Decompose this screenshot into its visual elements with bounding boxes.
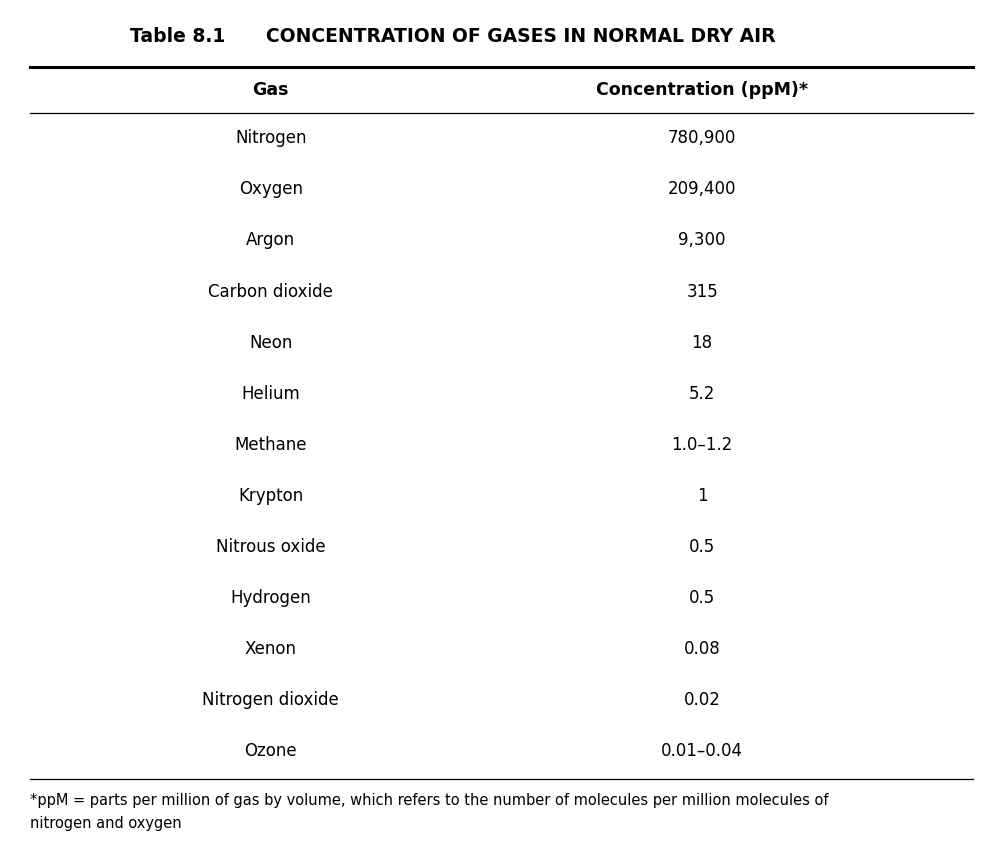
Text: Table 8.1: Table 8.1 [130,27,225,46]
Text: 1: 1 [696,486,706,505]
Text: 0.02: 0.02 [683,691,719,709]
Text: 9,300: 9,300 [677,232,725,250]
Text: Gas: Gas [253,82,289,99]
Text: Helium: Helium [241,385,300,403]
Text: CONCENTRATION OF GASES IN NORMAL DRY AIR: CONCENTRATION OF GASES IN NORMAL DRY AIR [266,27,775,46]
Text: Carbon dioxide: Carbon dioxide [208,282,333,300]
Text: 0.08: 0.08 [683,640,719,658]
Text: 5.2: 5.2 [688,385,714,403]
Text: 0.01–0.04: 0.01–0.04 [660,742,742,760]
Text: Methane: Methane [234,436,307,454]
Text: 18: 18 [690,333,712,351]
Text: Concentration (ppM)*: Concentration (ppM)* [595,82,808,99]
Text: Krypton: Krypton [237,486,304,505]
Text: Nitrogen dioxide: Nitrogen dioxide [202,691,339,709]
Text: 780,900: 780,900 [667,129,735,147]
Text: Nitrous oxide: Nitrous oxide [215,538,326,556]
Text: 0.5: 0.5 [688,538,714,556]
Text: Hydrogen: Hydrogen [230,589,311,607]
Text: nitrogen and oxygen: nitrogen and oxygen [30,816,181,832]
Text: Nitrogen: Nitrogen [234,129,307,147]
Text: 315: 315 [685,282,717,300]
Text: Argon: Argon [246,232,295,250]
Text: Oxygen: Oxygen [238,181,303,198]
Text: *ppM = parts per million of gas by volume, which refers to the number of molecul: *ppM = parts per million of gas by volum… [30,793,828,808]
Text: Ozone: Ozone [244,742,297,760]
Text: Xenon: Xenon [244,640,297,658]
Text: 209,400: 209,400 [667,181,735,198]
Text: 0.5: 0.5 [688,589,714,607]
Text: 1.0–1.2: 1.0–1.2 [670,436,732,454]
Text: Neon: Neon [248,333,293,351]
